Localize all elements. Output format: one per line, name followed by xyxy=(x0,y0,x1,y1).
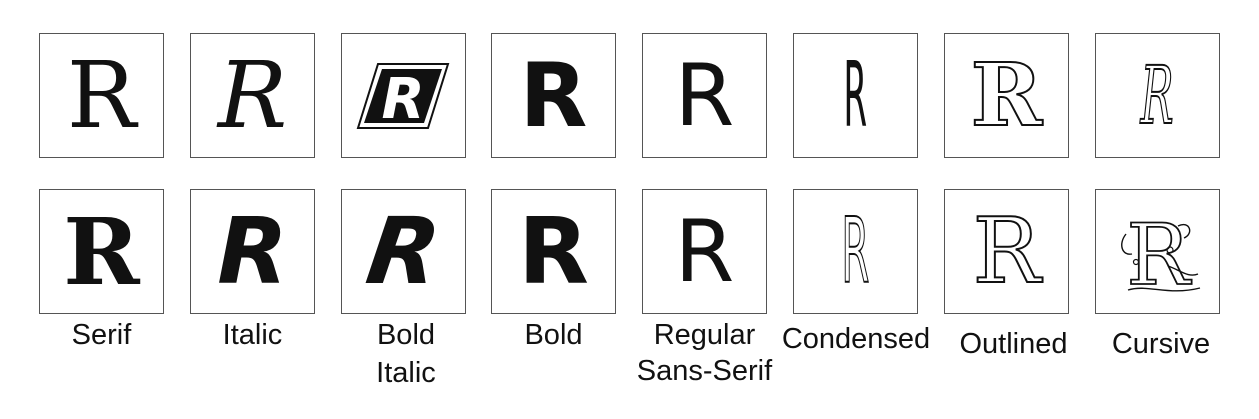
glyph-serif-bottom: R xyxy=(63,197,140,306)
tile-regular-bottom: R xyxy=(642,189,767,314)
tile-condensed-top: R xyxy=(793,33,918,158)
glyph-serif-top: R xyxy=(66,41,137,149)
tile-cursive-bottom: R xyxy=(1095,189,1220,314)
glyph-italic-top: R xyxy=(217,41,288,149)
tile-serif-top: R xyxy=(39,33,164,158)
caption-bold-line: Bold xyxy=(524,319,583,351)
tile-italic-top: R xyxy=(190,33,315,158)
caption-outlined-line: Outlined xyxy=(959,328,1068,360)
caption-regular-sans-serif: Regular Sans-Serif xyxy=(612,318,797,388)
caption-serif-line: Serif xyxy=(71,319,132,351)
tile-serif-bottom: R xyxy=(39,189,164,314)
caption-italic-line: Italic xyxy=(222,319,283,351)
tile-outlined-bottom: R xyxy=(944,189,1069,314)
tile-outlined-top: R xyxy=(944,33,1069,158)
glyph-bold-top: R xyxy=(519,43,588,147)
glyph-bold-bottom: R xyxy=(518,197,589,305)
tile-cursive-top: R xyxy=(1095,33,1220,158)
glyph-regular-top: R xyxy=(674,45,735,146)
glyph-bold-italic-bottom: R xyxy=(360,197,447,305)
tile-bold-italic-bottom: R xyxy=(341,189,466,314)
caption-cursive: Cursive xyxy=(1095,327,1227,361)
caption-cursive-line: Cursive xyxy=(1111,328,1211,360)
caption-condensed-line: Condensed xyxy=(781,323,931,355)
glyph-bold-italic-top: R xyxy=(381,67,424,132)
glyph-condensed-bottom: R xyxy=(841,198,870,304)
glyph-condensed-top: R xyxy=(843,42,868,148)
caption-outlined: Outlined xyxy=(941,327,1086,361)
tile-bold-top: R xyxy=(491,33,616,158)
glyph-outlined-top: R xyxy=(970,44,1043,146)
glyph-cursive-bottom: R xyxy=(1126,206,1192,299)
caption-italic: Italic xyxy=(190,318,315,352)
glyph-bold-italic-top-badge: R xyxy=(356,62,450,132)
glyph-outlined-bottom: R xyxy=(972,198,1042,304)
caption-regular-line-2: Sans-Serif xyxy=(636,355,773,387)
glyph-italic-bottom: R xyxy=(217,197,288,305)
glyph-cursive-bottom-ornament: R xyxy=(1120,205,1200,299)
caption-regular-line-1: Regular xyxy=(653,319,756,351)
tile-condensed-bottom: R xyxy=(793,189,918,314)
caption-bold-italic: Bold Italic xyxy=(336,318,476,390)
caption-bold-italic-line-2: Italic xyxy=(376,357,436,389)
tile-bold-bottom: R xyxy=(491,189,616,314)
caption-bold: Bold xyxy=(491,318,616,352)
tile-italic-bottom: R xyxy=(190,189,315,314)
caption-serif: Serif xyxy=(39,318,164,352)
caption-bold-italic-line-1: Bold xyxy=(376,319,436,351)
glyph-cursive-top: R xyxy=(1140,48,1175,142)
tile-bold-italic-top: R xyxy=(341,33,466,158)
caption-condensed: Condensed xyxy=(771,322,941,356)
tile-regular-top: R xyxy=(642,33,767,158)
glyph-regular-bottom: R xyxy=(674,201,735,302)
